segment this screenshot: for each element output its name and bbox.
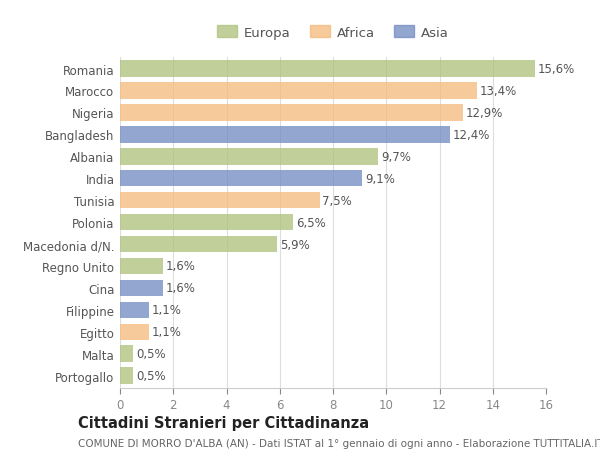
Text: 13,4%: 13,4% — [479, 85, 517, 98]
Text: 1,6%: 1,6% — [165, 260, 195, 273]
Text: COMUNE DI MORRO D'ALBA (AN) - Dati ISTAT al 1° gennaio di ogni anno - Elaborazio: COMUNE DI MORRO D'ALBA (AN) - Dati ISTAT… — [78, 438, 600, 448]
Bar — [120, 192, 320, 209]
Bar — [120, 258, 163, 274]
Bar — [120, 83, 477, 100]
Text: 0,5%: 0,5% — [136, 347, 166, 360]
Text: 1,1%: 1,1% — [152, 304, 182, 317]
Text: 12,9%: 12,9% — [466, 106, 503, 120]
Text: 9,1%: 9,1% — [365, 173, 395, 185]
Text: 1,6%: 1,6% — [165, 282, 195, 295]
Bar — [120, 302, 149, 319]
Legend: Europa, Africa, Asia: Europa, Africa, Asia — [212, 21, 454, 45]
Text: 15,6%: 15,6% — [538, 63, 575, 76]
Bar — [120, 214, 293, 231]
Bar — [120, 368, 133, 384]
Bar — [120, 346, 133, 362]
Text: 5,9%: 5,9% — [280, 238, 310, 251]
Text: 12,4%: 12,4% — [453, 129, 490, 141]
Bar — [120, 105, 463, 121]
Bar — [120, 324, 149, 340]
Text: 0,5%: 0,5% — [136, 369, 166, 382]
Text: Cittadini Stranieri per Cittadinanza: Cittadini Stranieri per Cittadinanza — [78, 415, 369, 431]
Bar — [120, 127, 450, 143]
Bar — [120, 149, 378, 165]
Text: 9,7%: 9,7% — [381, 151, 411, 163]
Bar — [120, 280, 163, 297]
Bar — [120, 61, 535, 78]
Text: 1,1%: 1,1% — [152, 325, 182, 339]
Text: 6,5%: 6,5% — [296, 216, 325, 229]
Bar — [120, 171, 362, 187]
Text: 7,5%: 7,5% — [322, 194, 352, 207]
Bar — [120, 236, 277, 253]
